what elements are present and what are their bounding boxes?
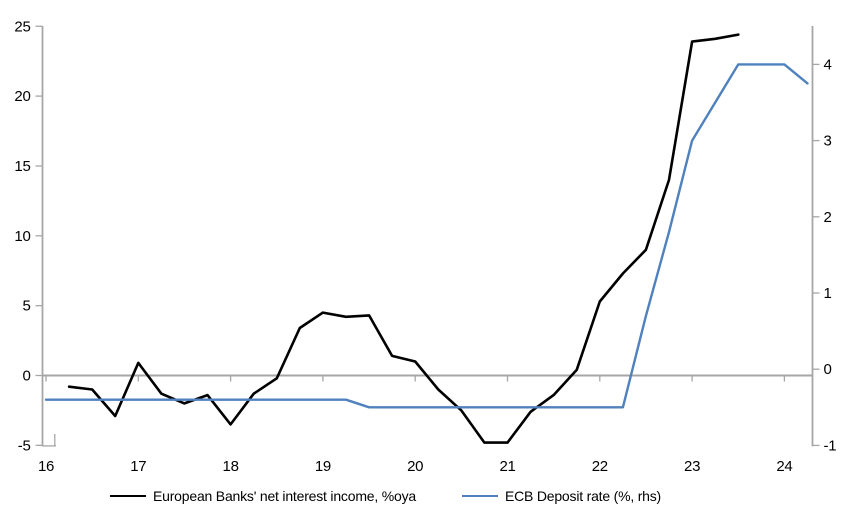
nii-line (67, 33, 740, 444)
svg-text:10: 10 (14, 228, 30, 245)
svg-text:20: 20 (14, 88, 30, 105)
svg-text:2: 2 (824, 209, 832, 226)
svg-text:17: 17 (130, 458, 146, 475)
x-axis-labels: 16 17 18 19 20 21 22 23 24 (38, 458, 793, 475)
svg-text:24: 24 (776, 458, 792, 475)
legend-item-deposit-rate: ECB Deposit rate (%, rhs) (461, 488, 662, 504)
legend-item-nii: European Banks' net interest income, %oy… (110, 488, 416, 504)
svg-text:4: 4 (824, 56, 832, 73)
nii-line-label: European Banks' net interest income, %oy… (153, 488, 416, 504)
svg-text:-5: -5 (18, 437, 31, 454)
deposit-rate-line (44, 63, 809, 409)
x-axis-ticks (45, 375, 786, 382)
svg-text:16: 16 (38, 458, 54, 475)
nii-line-swatch (110, 495, 146, 497)
svg-text:23: 23 (684, 458, 700, 475)
left-axis: 25 20 15 10 5 0 -5 (14, 18, 56, 454)
deposit-rate-line-label: ECB Deposit rate (%, rhs) (504, 488, 662, 504)
right-axis: 4 3 2 1 0 -1 (811, 26, 837, 454)
svg-text:0: 0 (824, 361, 832, 378)
svg-text:18: 18 (223, 458, 239, 475)
svg-text:20: 20 (407, 458, 423, 475)
svg-text:15: 15 (14, 158, 30, 175)
svg-text:22: 22 (592, 458, 608, 475)
deposit-rate-line-swatch (461, 495, 498, 497)
svg-text:3: 3 (824, 133, 832, 150)
legend: European Banks' net interest income, %oy… (0, 488, 852, 504)
svg-text:25: 25 (14, 18, 30, 35)
svg-text:21: 21 (499, 458, 515, 475)
svg-text:19: 19 (315, 458, 331, 475)
svg-text:0: 0 (22, 368, 30, 385)
svg-text:1: 1 (824, 285, 832, 302)
svg-text:-1: -1 (824, 437, 837, 454)
svg-text:5: 5 (22, 298, 30, 315)
